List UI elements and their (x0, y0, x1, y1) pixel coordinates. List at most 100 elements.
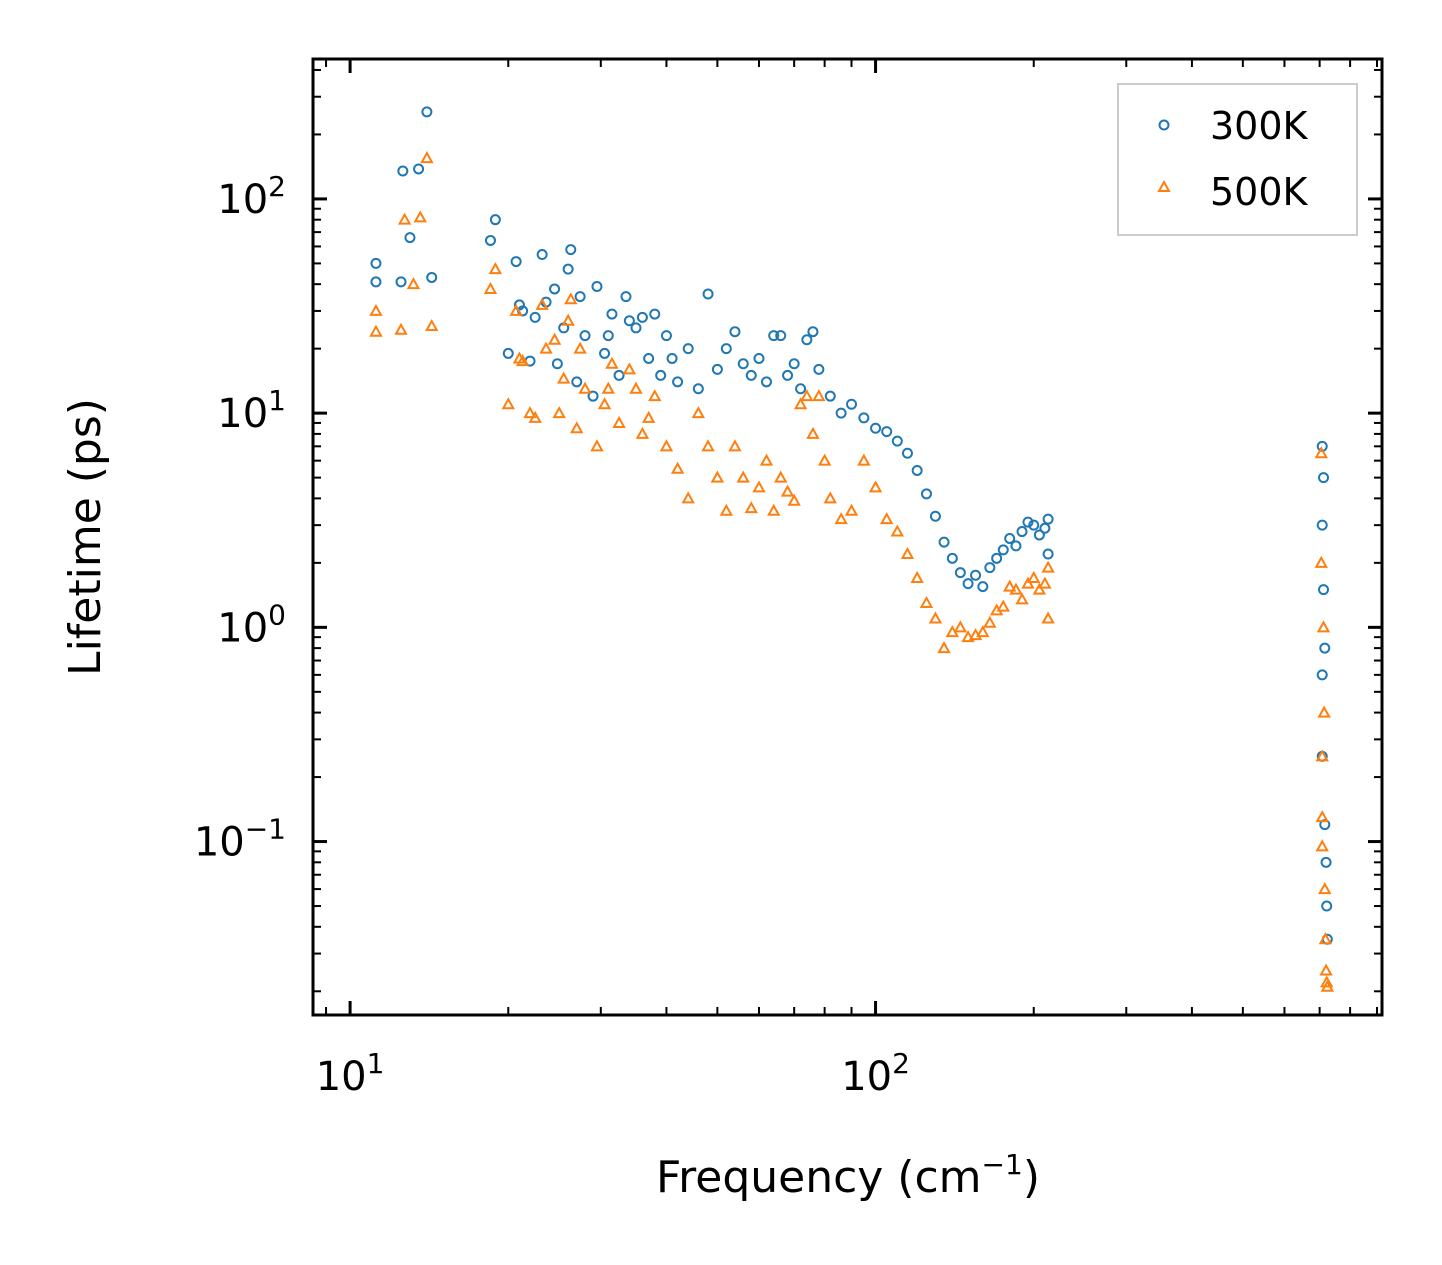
data-point-300k (870, 422, 882, 434)
data-point-300k (682, 343, 694, 355)
data-point-300k (571, 376, 583, 388)
data-point-300k (591, 281, 603, 293)
data-point-500k (605, 356, 619, 369)
data-point-300k (1042, 548, 1054, 560)
data-point-300k (807, 326, 819, 338)
data-point-300k (846, 398, 858, 410)
data-point-500k (590, 439, 604, 452)
data-point-300k (426, 271, 438, 283)
data-point-300k (1321, 900, 1333, 912)
data-point-500k (937, 641, 951, 654)
data-point-300k (1010, 540, 1022, 552)
data-point-500k (767, 503, 781, 516)
data-point-300k (370, 257, 382, 269)
series-500k (369, 151, 1335, 992)
data-point-300k (824, 390, 836, 402)
data-point-500k (780, 484, 795, 497)
legend-marker-300k (1158, 119, 1170, 131)
data-point-300k (711, 363, 723, 375)
legend-label-300k: 300K (1210, 104, 1309, 148)
data-point-300k (920, 488, 932, 500)
data-point-300k (782, 369, 794, 381)
data-point-300k (421, 106, 433, 118)
data-point-500k (501, 397, 515, 410)
data-point-300k (1318, 472, 1330, 484)
data-point-500k (744, 501, 758, 514)
data-point-300k (1316, 519, 1328, 531)
data-point-300k (666, 352, 678, 364)
data-point-500k (483, 281, 498, 294)
data-point-300k (984, 562, 996, 574)
data-point-300k (795, 383, 807, 395)
y-tick-label: 101 (217, 384, 286, 437)
data-point-300k (1318, 584, 1330, 596)
data-point-300k (946, 552, 958, 564)
data-point-500k (612, 415, 626, 428)
data-point-300k (891, 435, 903, 447)
data-point-500k (844, 503, 859, 516)
y-tick-label: 10−1 (194, 813, 286, 866)
data-point-500k (539, 341, 553, 354)
legend-box (1117, 83, 1358, 236)
data-point-500k (752, 480, 766, 493)
data-point-500k (953, 620, 968, 633)
data-point-500k (1320, 979, 1335, 992)
data-point-300k (997, 544, 1009, 556)
data-point-500k (1027, 570, 1041, 583)
data-point-500k (1317, 705, 1331, 718)
data-point-500k (1314, 555, 1328, 568)
data-point-500k (890, 524, 905, 537)
data-point-500k (564, 292, 578, 305)
data-point-500k (1316, 620, 1331, 633)
data-point-500k (1318, 932, 1333, 945)
data-point-500k (857, 453, 871, 466)
data-point-500k (425, 318, 439, 332)
major-ticks (313, 59, 1382, 1015)
data-point-500k (570, 421, 584, 434)
data-point-500k (868, 480, 883, 493)
data-point-500k (701, 439, 715, 452)
data-point-300k (954, 567, 966, 579)
data-point-500k (622, 362, 637, 375)
data-point-300k (510, 256, 522, 268)
data-point-300k (370, 276, 382, 288)
data-point-300k (395, 276, 407, 288)
data-point-300k (1319, 819, 1331, 831)
data-point-300k (977, 581, 989, 593)
data-point-500k (509, 303, 523, 316)
data-point-300k (1039, 522, 1051, 534)
data-point-500k (823, 491, 837, 504)
legend-marker-500k (1157, 179, 1171, 192)
data-point-500k (670, 461, 685, 474)
y-axis-label: Lifetime (ps) (60, 398, 111, 676)
x-tick-label: 101 (316, 1047, 385, 1100)
y-tick-label: 102 (217, 170, 286, 223)
data-point-300k (1022, 516, 1034, 528)
data-point-300k (938, 536, 950, 548)
data-point-300k (660, 330, 672, 342)
data-point-500k (800, 389, 814, 402)
data-point-300k (489, 214, 501, 226)
data-point-300k (1004, 532, 1016, 544)
data-point-500k (552, 406, 566, 419)
data-point-300k (620, 291, 632, 303)
data-point-300k (991, 552, 1003, 564)
data-point-500k (961, 630, 975, 643)
data-point-500k (601, 381, 615, 394)
data-point-500k (523, 406, 537, 419)
data-point-500k (806, 426, 820, 439)
data-point-300k (753, 352, 765, 364)
data-point-500k (812, 389, 826, 402)
data-point-500k (406, 277, 421, 290)
data-point-500k (413, 210, 427, 223)
data-point-500k (736, 470, 750, 483)
legend-label-500k: 500K (1210, 170, 1309, 214)
data-point-300k (835, 407, 847, 419)
data-point-300k (801, 334, 813, 346)
data-point-500k (691, 406, 706, 419)
data-point-500k (834, 512, 848, 525)
data-point-300k (636, 311, 648, 323)
data-point-500k (420, 151, 434, 164)
data-point-300k (745, 369, 757, 381)
data-point-300k (655, 369, 667, 381)
